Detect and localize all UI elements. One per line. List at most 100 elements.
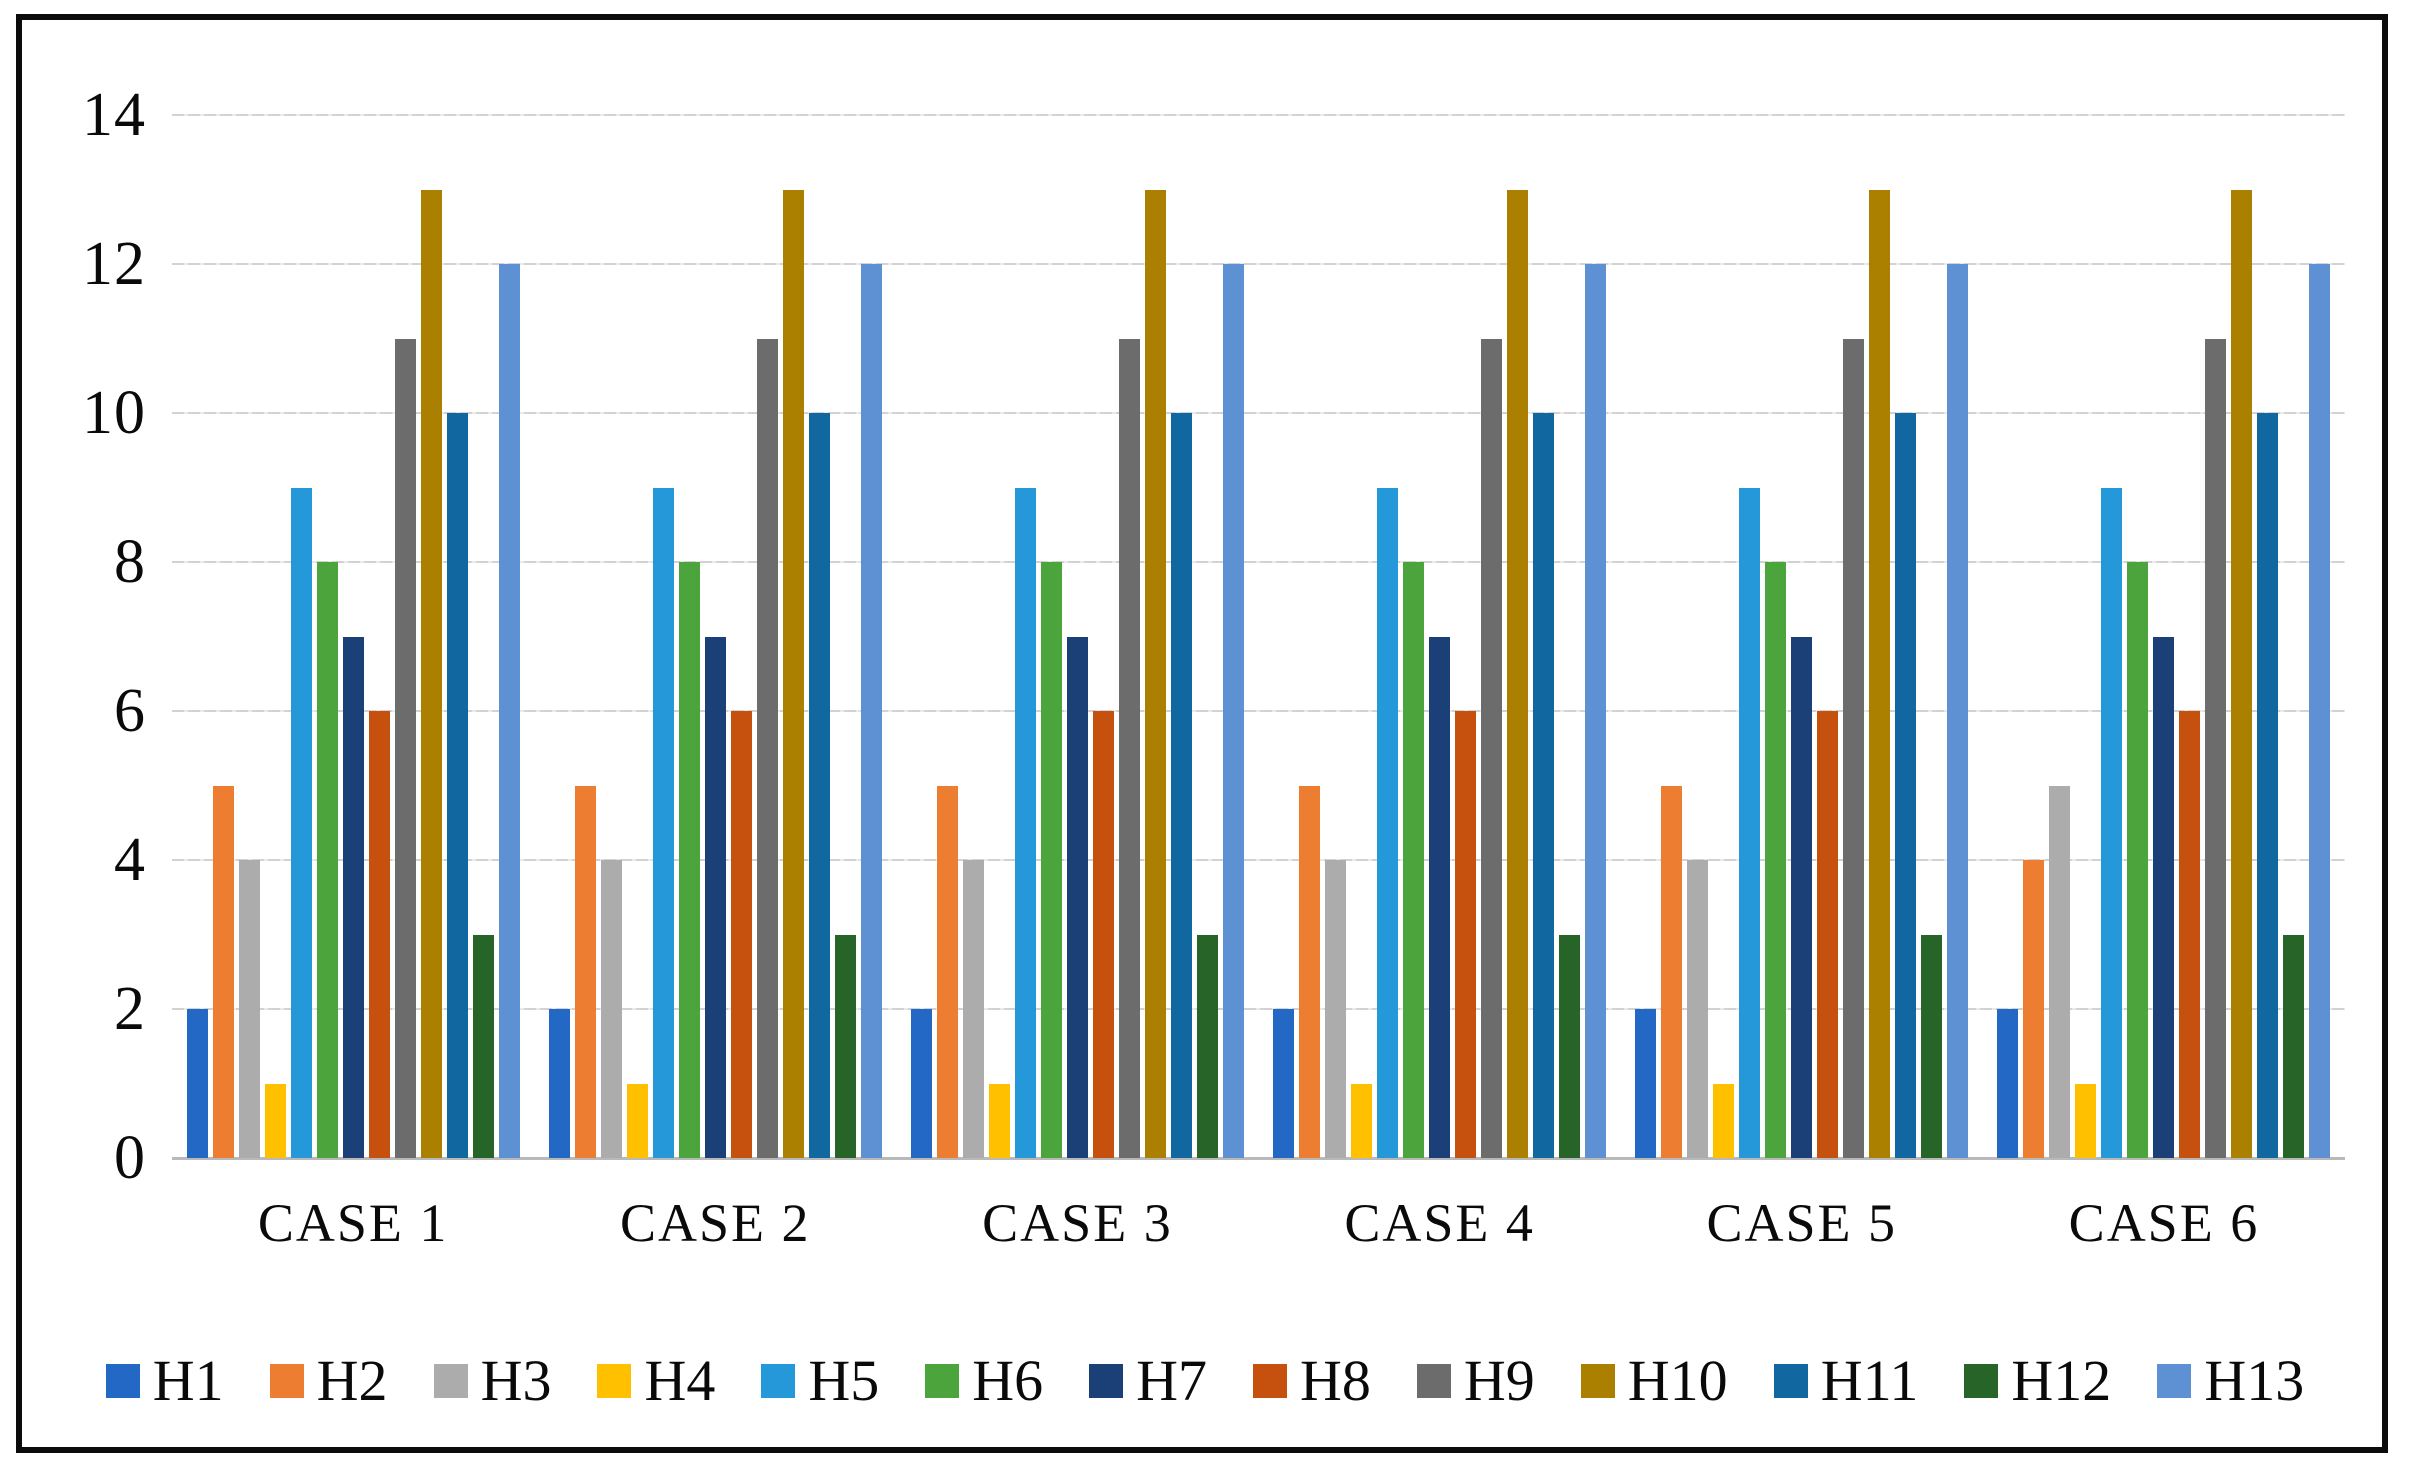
legend-label: H13 <box>2204 1348 2305 1413</box>
bar-h7-case-5 <box>1791 636 1813 1158</box>
bar-clusters <box>172 115 2345 1158</box>
legend-item-h13: H13 <box>2157 1346 2304 1416</box>
bar-h6-case-2 <box>678 562 700 1158</box>
x-category-label: CASE 3 <box>982 1193 1173 1253</box>
bar-h11-case-1 <box>446 413 468 1158</box>
bar-h4-case-4 <box>1351 1083 1373 1158</box>
bar-h7-case-4 <box>1429 636 1451 1158</box>
legend-item-h1: H1 <box>105 1346 224 1416</box>
bar-h5-case-6 <box>2101 487 2123 1158</box>
bar-h9-case-4 <box>1481 338 1503 1158</box>
legend-item-h8: H8 <box>1253 1346 1371 1416</box>
legend-label: H4 <box>644 1348 716 1413</box>
bar-h9-case-1 <box>394 338 416 1158</box>
bar-h11-case-2 <box>808 413 830 1158</box>
bar-h3-case-5 <box>1687 860 1709 1158</box>
y-tick-label: 12 <box>82 230 146 298</box>
gridline <box>172 412 2345 414</box>
bar-h7-case-3 <box>1066 636 1088 1158</box>
bar-h10-case-2 <box>782 189 804 1158</box>
bar-h12-case-5 <box>1921 934 1943 1158</box>
bar-h13-case-4 <box>1585 264 1607 1158</box>
legend-item-h6: H6 <box>925 1346 1043 1416</box>
legend-swatch-h1 <box>105 1364 140 1398</box>
bar-h11-case-5 <box>1895 413 1917 1158</box>
legend-label: H1 <box>152 1348 224 1413</box>
bar-h2-case-1 <box>212 785 234 1158</box>
bar-h5-case-5 <box>1739 487 1761 1158</box>
legend-item-h11: H11 <box>1773 1346 1919 1416</box>
cluster-case-5 <box>1621 115 1983 1158</box>
bar-h1-case-2 <box>548 1009 570 1158</box>
bar-h11-case-3 <box>1170 413 1192 1158</box>
bar-h6-case-5 <box>1765 562 1787 1158</box>
legend-label: H5 <box>808 1348 880 1413</box>
bar-h13-case-6 <box>2309 264 2331 1158</box>
bar-h8-case-2 <box>730 711 752 1158</box>
legend-item-h3: H3 <box>433 1346 551 1416</box>
bar-h8-case-5 <box>1817 711 1839 1158</box>
bar-h1-case-3 <box>910 1009 932 1158</box>
y-tick-label: 14 <box>82 81 146 149</box>
legend-label: H2 <box>316 1348 388 1413</box>
bar-h6-case-6 <box>2127 562 2149 1158</box>
bar-h12-case-2 <box>834 934 856 1158</box>
legend-item-h5: H5 <box>761 1346 879 1416</box>
legend-swatch-h8 <box>1253 1364 1288 1398</box>
x-axis-line <box>172 1157 2345 1160</box>
bar-h8-case-3 <box>1092 711 1114 1158</box>
bar-h6-case-1 <box>316 562 338 1158</box>
y-tick-label: 2 <box>114 975 146 1043</box>
bar-h2-case-2 <box>574 785 596 1158</box>
gridline <box>172 710 2345 712</box>
cluster-case-6 <box>1983 115 2345 1158</box>
legend-label: H8 <box>1300 1348 1371 1413</box>
gridline <box>172 263 2345 265</box>
legend-label: H11 <box>1820 1348 1919 1413</box>
bar-h9-case-6 <box>2205 338 2227 1158</box>
bar-h8-case-6 <box>2179 711 2201 1158</box>
legend-swatch-h4 <box>597 1364 632 1398</box>
legend-item-h10: H10 <box>1580 1346 1728 1416</box>
bar-h7-case-6 <box>2153 636 2175 1158</box>
bar-h3-case-1 <box>238 860 260 1158</box>
bar-h4-case-1 <box>264 1083 286 1158</box>
bar-h3-case-3 <box>962 860 984 1158</box>
bar-h4-case-5 <box>1713 1083 1735 1158</box>
bar-h1-case-6 <box>1997 1009 2019 1158</box>
legend-swatch-h6 <box>925 1364 960 1398</box>
legend-item-h9: H9 <box>1416 1346 1535 1416</box>
legend-label: H9 <box>1463 1348 1535 1413</box>
y-tick-label: 6 <box>114 677 146 745</box>
bar-h2-case-5 <box>1661 785 1683 1158</box>
bar-h12-case-4 <box>1559 934 1581 1158</box>
cluster-case-4 <box>1259 115 1621 1158</box>
bar-h5-case-1 <box>290 487 312 1158</box>
gridline <box>172 114 2345 116</box>
bar-h7-case-1 <box>342 636 364 1158</box>
bar-h13-case-5 <box>1947 264 1969 1158</box>
bar-h5-case-2 <box>652 487 674 1158</box>
bar-h2-case-3 <box>936 785 958 1158</box>
bar-h12-case-1 <box>472 934 494 1158</box>
legend-item-h4: H4 <box>597 1346 715 1416</box>
plot-area <box>172 114 2345 1160</box>
bar-h10-case-3 <box>1144 189 1166 1158</box>
bar-h7-case-2 <box>704 636 726 1158</box>
bar-h8-case-1 <box>368 711 390 1158</box>
bar-h1-case-5 <box>1635 1009 1657 1158</box>
legend-item-h12: H12 <box>1964 1346 2111 1416</box>
y-tick-label: 8 <box>114 528 146 596</box>
cluster-case-2 <box>534 115 896 1158</box>
x-axis-labels: CASE 1 CASE 2 CASE 3 CASE 4 CASE 5 CASE 6 <box>172 1190 2345 1256</box>
bar-h4-case-6 <box>2075 1083 2097 1158</box>
bar-h12-case-6 <box>2283 934 2305 1158</box>
bar-h3-case-6 <box>2049 785 2071 1158</box>
legend-swatch-h10 <box>1580 1364 1615 1398</box>
legend: H1 H2 H3 H4 H5 H6 H7 H8 H9 H10 H11 H12 H13 <box>50 1336 2360 1426</box>
bar-h4-case-2 <box>626 1083 648 1158</box>
bar-h10-case-1 <box>420 189 442 1158</box>
bar-h11-case-4 <box>1533 413 1555 1158</box>
y-tick-label: 4 <box>114 826 146 894</box>
